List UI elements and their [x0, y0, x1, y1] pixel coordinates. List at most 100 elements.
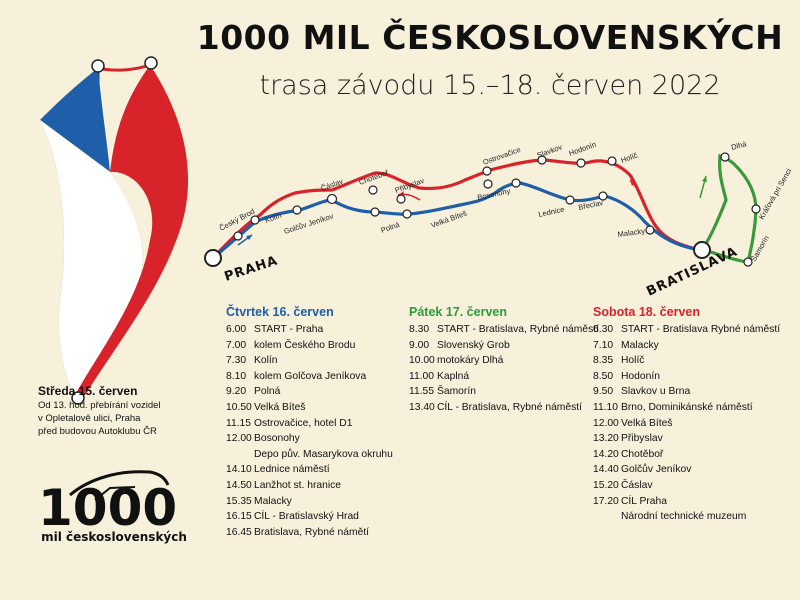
schedule-time: 13.40 — [409, 401, 435, 413]
schedule-time: 16.15 — [226, 511, 252, 523]
schedule-row: 9.00 Slovenský Grob — [409, 338, 594, 354]
schedule-row: 14.40 Golčův Jeníkov — [593, 462, 793, 478]
schedule-time: 11.15 — [226, 417, 252, 429]
schedule-event: Malacky — [254, 495, 292, 507]
schedule-time — [226, 447, 254, 463]
label-golcuv-jenikov: Golčův Jeníkov — [283, 211, 335, 235]
wednesday-info: Středa 15. červen Od 13. hod. přebírání … — [38, 385, 213, 438]
schedule-event: CÍL - Bratislava, Rybné náměstí — [437, 401, 582, 413]
schedule-event: Slovenský Grob — [437, 339, 510, 351]
schedule-row: 6.00 START - Praha — [226, 322, 401, 338]
day-heading: Čtvrtek 16. červen — [226, 305, 334, 319]
schedule-event: START - Praha — [254, 324, 324, 335]
schedule-time: 11.00 — [409, 370, 435, 382]
rally-logo-icon: 1000 — [38, 470, 177, 537]
label-hodonin: Hodonín — [568, 140, 598, 158]
node-samorin — [743, 257, 753, 267]
schedule-time: 14.10 — [226, 464, 252, 476]
city-labels: Český Brod Kolín Golčův Jeníkov Čáslav C… — [218, 139, 794, 300]
schedule-event: START - Bratislava Rybné náměstí — [621, 324, 781, 335]
label-kralova: Kráľová pri Senci — [757, 167, 794, 221]
schedule-row: Depo pův. Masarykova okruhu — [226, 447, 401, 463]
schedule-row: 13.20 Přibyslav — [593, 431, 793, 447]
schedule-time: 7.00 — [226, 339, 247, 351]
node-bosonohy — [483, 179, 493, 189]
node-lednice — [565, 195, 575, 205]
day-heading: Pátek 17. červen — [409, 305, 507, 319]
schedule-row: 11.00 Kaplná — [409, 369, 594, 385]
czech-flag-icon — [39, 56, 189, 405]
page-title: 1000 MIL ČESKOSLOVENSKÝCH — [196, 18, 784, 57]
schedule-friday: Pátek 17. červen 8.30 START - Bratislava,… — [409, 304, 599, 416]
saturday-route — [211, 158, 701, 260]
schedule-event: kolem Golčova Jeníkova — [254, 370, 367, 382]
schedule-event: Lednice náměstí — [254, 464, 330, 476]
schedule-event: Kolín — [254, 355, 278, 367]
schedule-time: 11.55 — [409, 386, 435, 398]
schedule-event: Čáslav — [621, 479, 653, 491]
schedule-time: 6.00 — [226, 324, 247, 335]
schedule-time: 11.10 — [593, 401, 619, 413]
node-velka-bites — [402, 209, 412, 219]
schedule-time: 10.00 — [409, 355, 435, 367]
label-holic: Holíč — [620, 150, 639, 164]
schedule-row: 11.15 Ostrovačice, hotel D1 — [226, 416, 401, 432]
schedule-event: Golčův Jeníkov — [621, 464, 692, 476]
schedule-event: Brno, Dominikánské náměstí — [621, 401, 753, 413]
schedule-event: Lanžhot st. hranice — [254, 479, 342, 491]
node-golcuv-jenikov — [292, 205, 302, 215]
label-lednice: Lednice — [538, 205, 566, 219]
schedule-row: 8.35 Holíč — [593, 353, 793, 369]
wednesday-line: před budovou Autoklubu ČR — [38, 426, 157, 437]
schedule-row: 8.50 Hodonín — [593, 369, 793, 385]
wednesday-line: Od 13. hod. přebírání vozidel — [38, 400, 161, 411]
schedule-event: Slavkov u Brna — [621, 386, 691, 398]
logo-text: mil československých — [41, 530, 187, 544]
schedule-time: 7.30 — [226, 355, 247, 367]
schedule-time: 6.30 — [593, 324, 614, 335]
schedule-time: 8.10 — [226, 370, 247, 382]
schedule-thursday: Čtvrtek 16. červen 6.00 START - Praha 7.00… — [226, 304, 401, 540]
schedule-time: 17.20 — [593, 495, 619, 507]
node-bratislava — [693, 241, 711, 259]
schedule-row: 16.15 CÍL - Bratislavský Hrad — [226, 509, 401, 525]
schedule-time: 16.45 — [226, 526, 252, 538]
node-holic — [607, 156, 617, 166]
schedule-row: 7.30 Kolín — [226, 353, 401, 369]
schedule-event: Šamorín — [437, 386, 476, 398]
schedule-time: 8.50 — [593, 370, 614, 382]
schedule-row: 7.10 Malacky — [593, 338, 793, 354]
node-kralova — [751, 204, 761, 214]
schedule-row: 7.00 kolem Českého Brodu — [226, 338, 401, 354]
schedule-time: 15.20 — [593, 479, 619, 491]
schedule-row: 14.50 Lanžhot st. hranice — [226, 478, 401, 494]
node-malacky — [645, 225, 655, 235]
schedule-event: Přibyslav — [621, 433, 663, 445]
schedule-row: 11.10 Brno, Dominikánské náměstí — [593, 400, 793, 416]
schedule-row: 14.10 Lednice náměstí — [226, 462, 401, 478]
schedule-row: 12.00 Bosonohy — [226, 431, 401, 447]
schedule-row: 8.30 START - Bratislava, Rybné náměstí — [409, 322, 599, 338]
wednesday-heading: Středa 15. červen — [38, 384, 138, 398]
schedule-event: Národní technické muzeum — [621, 511, 747, 523]
schedule-row: 6.30 START - Bratislava Rybné náměstí — [593, 322, 793, 338]
city-nodes — [204, 152, 761, 267]
page-subtitle: trasa závodu 15.–18. červen 2022 — [259, 70, 721, 101]
label-bosonohy: Bosonohy — [477, 186, 512, 202]
schedule-row: 9.50 Slavkov u Brna — [593, 384, 793, 400]
day-heading: Sobota 18. červen — [593, 305, 700, 319]
node-chotebor — [368, 185, 378, 195]
schedule-row: 16.45 Bratislava, Rybné námětí — [226, 525, 401, 541]
label-slavkov: Slavkov — [536, 142, 564, 160]
wednesday-line: v Opletalově ulici, Praha — [38, 413, 141, 424]
schedule-event: Velká Bíteš — [254, 401, 306, 413]
label-kolin: Kolín — [264, 211, 283, 225]
schedule-row: 15.20 Čáslav — [593, 478, 793, 494]
schedule-event: Hodonín — [621, 370, 660, 382]
node-pribyslav — [396, 194, 406, 204]
schedule-row: 12.00 Velká Bíteš — [593, 416, 793, 432]
label-bratislava: BRATISLAVA — [644, 244, 740, 299]
schedule-time: 14.40 — [593, 464, 619, 476]
node-hodonin — [576, 158, 586, 168]
